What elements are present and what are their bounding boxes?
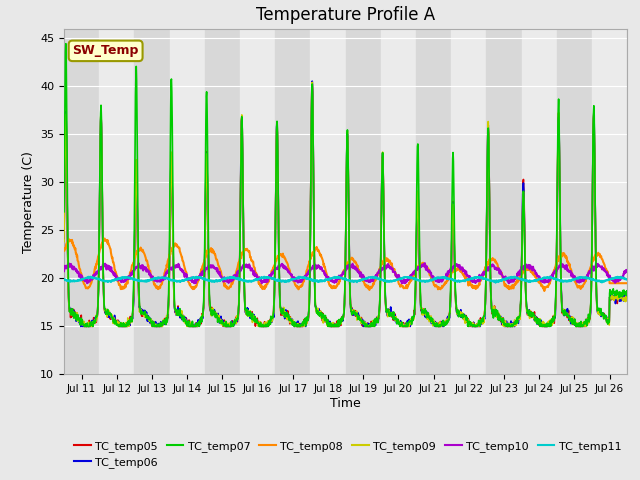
Line: TC_temp05: TC_temp05 xyxy=(64,83,627,326)
Bar xyxy=(99,29,134,374)
Text: SW_Temp: SW_Temp xyxy=(72,44,139,57)
Bar xyxy=(522,29,557,374)
Bar xyxy=(451,29,486,374)
Title: Temperature Profile A: Temperature Profile A xyxy=(256,6,435,24)
X-axis label: Time: Time xyxy=(330,397,361,410)
Bar xyxy=(416,29,451,374)
Y-axis label: Temperature (C): Temperature (C) xyxy=(22,151,35,252)
Line: TC_temp09: TC_temp09 xyxy=(64,82,627,326)
Bar xyxy=(592,29,627,374)
Legend: TC_temp05, TC_temp06, TC_temp07, TC_temp08, TC_temp09, TC_temp10, TC_temp11: TC_temp05, TC_temp06, TC_temp07, TC_temp… xyxy=(70,436,626,472)
Line: TC_temp07: TC_temp07 xyxy=(64,44,627,326)
Bar xyxy=(134,29,170,374)
Bar xyxy=(64,29,99,374)
Line: TC_temp11: TC_temp11 xyxy=(64,276,627,283)
Bar xyxy=(557,29,592,374)
Line: TC_temp08: TC_temp08 xyxy=(64,239,627,291)
Bar xyxy=(275,29,310,374)
Line: TC_temp06: TC_temp06 xyxy=(64,81,627,326)
Bar xyxy=(486,29,522,374)
Bar xyxy=(310,29,346,374)
Bar xyxy=(170,29,205,374)
Bar xyxy=(240,29,275,374)
Bar xyxy=(381,29,416,374)
Bar xyxy=(627,29,640,374)
Bar xyxy=(346,29,381,374)
Line: TC_temp10: TC_temp10 xyxy=(64,263,627,283)
Bar xyxy=(205,29,240,374)
